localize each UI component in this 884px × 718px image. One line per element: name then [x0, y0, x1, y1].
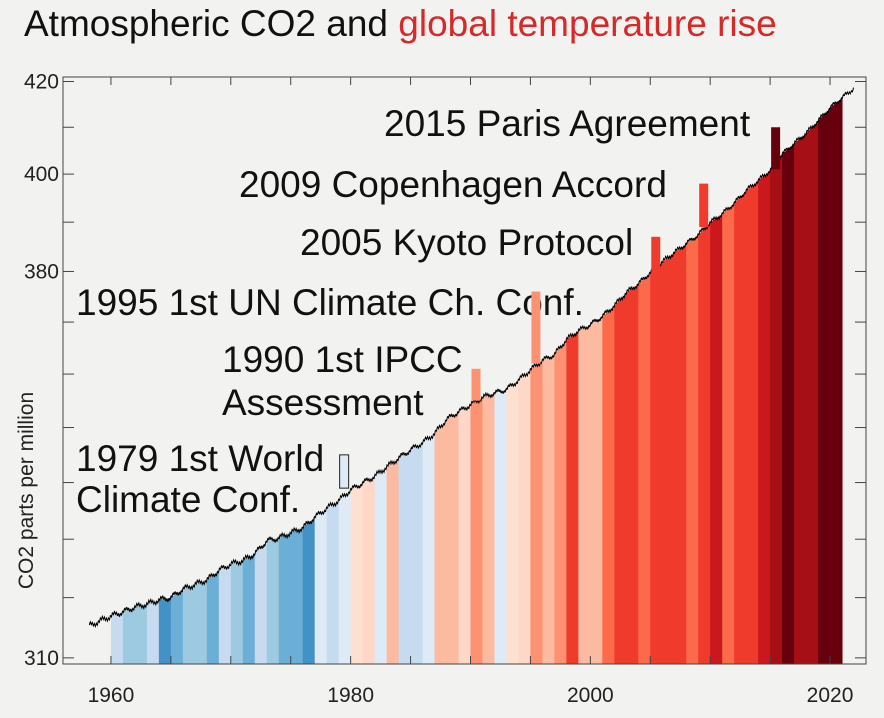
- y-axis-label: CO2 parts per million: [15, 392, 38, 589]
- annotation-1979-line-1: 1979 1st World: [76, 438, 324, 479]
- stripe-2010: [710, 213, 723, 665]
- chart-title: Atmospheric CO2 and global temperature r…: [24, 2, 777, 46]
- stripe-2011: [722, 203, 735, 664]
- stripe-2001: [602, 305, 615, 664]
- annotation-marker-1979: [339, 454, 350, 489]
- stripe-1961: [122, 607, 136, 664]
- chart-title-part2: global temperature rise: [398, 3, 777, 44]
- stripe-1968: [206, 570, 220, 664]
- stripe-1979: [338, 489, 352, 664]
- annotation-marker-2005: [651, 236, 661, 272]
- stripe-2004: [638, 272, 651, 664]
- stripe-2014: [758, 170, 771, 664]
- x-tick-label-2020: 2020: [807, 684, 854, 707]
- annotation-2005-line-1: 2005 Kyoto Protocol: [300, 222, 633, 263]
- stripe-2018: [806, 120, 819, 664]
- stripe-1973: [266, 538, 280, 664]
- stripe-1975: [290, 527, 304, 664]
- x-tick-label-2000: 2000: [567, 684, 614, 707]
- stripe-1978: [326, 500, 340, 664]
- annotation-marker-1990: [471, 368, 481, 401]
- stripe-1981: [362, 476, 376, 664]
- stripe-1983: [386, 458, 400, 664]
- stripe-1982: [374, 466, 388, 664]
- annotation-2009-line-1: 2009 Copenhagen Accord: [239, 164, 667, 205]
- stripe-2020: [830, 97, 843, 664]
- stripe-1980: [350, 483, 364, 664]
- stripe-2008: [686, 234, 699, 664]
- annotation-marker-2015: [771, 127, 781, 170]
- co2-line: [88, 87, 855, 629]
- stripe-1974: [278, 532, 292, 664]
- stripe-1963: [146, 599, 160, 664]
- stripe-1996: [542, 354, 555, 664]
- annotation-1990-line-1: 1990 1st IPCC: [222, 339, 463, 380]
- x-tick-label-1980: 1980: [327, 684, 374, 707]
- stripe-1970: [230, 560, 244, 664]
- stripe-1962: [134, 604, 148, 664]
- y-tick-label-380: 380: [24, 260, 59, 283]
- stripe-1976: [302, 517, 316, 664]
- stripe-1984: [398, 449, 412, 664]
- stripe-1986: [422, 433, 436, 664]
- stripe-1990: [470, 397, 483, 664]
- stripe-1994: [518, 369, 531, 664]
- stripe-1960: [110, 611, 124, 664]
- plot-frame: [62, 76, 867, 665]
- stripe-1991: [482, 393, 495, 664]
- annotation-marker-2009: [699, 183, 709, 228]
- stripe-2009: [698, 222, 711, 664]
- y-tick-label-310: 310: [24, 647, 59, 670]
- stripe-1971: [242, 553, 256, 664]
- annotation-marker-1995: [531, 291, 541, 364]
- y-tick-label-400: 400: [24, 163, 59, 186]
- stripe-2013: [746, 180, 759, 664]
- stripe-1988: [446, 411, 460, 664]
- chart-title-part1: Atmospheric CO2 and: [24, 3, 399, 44]
- stripe-1985: [410, 442, 424, 664]
- stripe-2016: [782, 143, 795, 665]
- stripe-2015: [770, 154, 783, 664]
- stripe-2007: [674, 243, 687, 664]
- stripe-2019: [818, 107, 831, 664]
- stripe-2017: [794, 133, 807, 665]
- stripe-1998: [566, 330, 579, 664]
- stripe-2012: [734, 190, 747, 664]
- annotation-2015-line-1: 2015 Paris Agreement: [384, 103, 751, 144]
- y-tick-label-420: 420: [24, 71, 59, 94]
- stripe-2000: [590, 316, 603, 664]
- stripe-1967: [194, 579, 208, 664]
- stripe-1989: [458, 404, 471, 664]
- annotation-1995-line-1: 1995 1st UN Climate Ch. Conf.: [76, 282, 584, 323]
- stripe-2003: [626, 283, 639, 664]
- stripe-1969: [218, 564, 232, 664]
- stripe-1977: [314, 508, 328, 664]
- annotation-1979-line-2: Climate Conf.: [76, 479, 300, 520]
- stripe-2006: [662, 252, 675, 664]
- stripe-1999: [578, 324, 591, 664]
- x-tick-label-1960: 1960: [88, 684, 135, 707]
- stripe-1987: [434, 419, 448, 664]
- stripe-2005: [650, 261, 663, 664]
- stripe-1993: [506, 380, 519, 664]
- annotation-1990-line-2: Assessment: [222, 382, 424, 423]
- stripe-2002: [614, 292, 627, 664]
- stripe-1995: [530, 360, 543, 664]
- stripe-1972: [254, 540, 268, 664]
- stripe-1997: [554, 339, 567, 664]
- stripe-1964: [158, 597, 172, 664]
- stripe-1965: [170, 589, 184, 664]
- stripe-1966: [182, 584, 196, 664]
- stripe-1992: [494, 389, 507, 664]
